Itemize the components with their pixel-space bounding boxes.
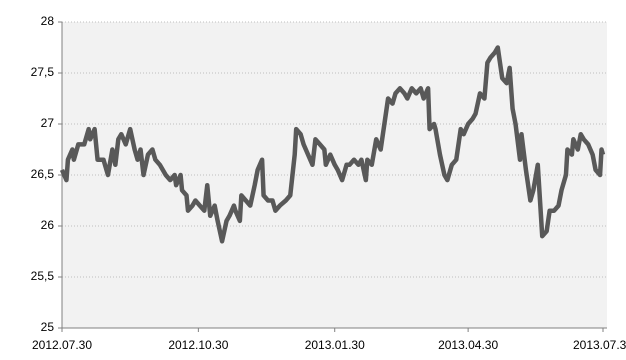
- x-tick-label: 2013.04.30: [438, 338, 498, 352]
- y-tick-label: 28: [41, 14, 55, 28]
- y-tick-label: 27,5: [31, 65, 55, 79]
- x-tick-label: 2013.01.30: [305, 338, 365, 352]
- y-tick-label: 25,5: [31, 269, 55, 283]
- line: [59, 45, 606, 244]
- x-tick-label: 2013.07.30: [573, 338, 626, 352]
- y-tick-label: 26: [41, 218, 55, 232]
- y-tick-label: 26,5: [31, 167, 55, 181]
- y-tick-label: 25: [41, 320, 55, 334]
- x-tick-label: 2012.07.30: [32, 338, 92, 352]
- x-tick-label: 2012.10.30: [168, 338, 228, 352]
- y-tick-label: 27: [41, 116, 55, 130]
